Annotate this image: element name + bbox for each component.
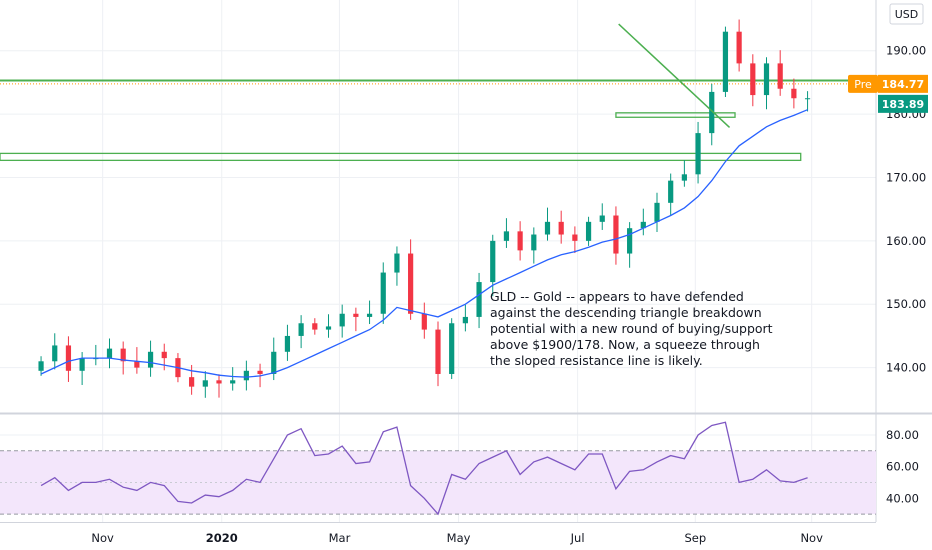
- candle-body: [408, 253, 414, 314]
- candle-body: [134, 361, 140, 368]
- candle-body: [449, 323, 455, 374]
- premarket-badge-label: Pre: [854, 78, 872, 91]
- candle-body: [339, 313, 345, 327]
- time-tick-label: Nov: [91, 531, 114, 545]
- candle-body: [243, 370, 249, 381]
- support-zone-box: [615, 112, 736, 118]
- candle-body: [394, 253, 400, 273]
- candle-body: [490, 240, 496, 283]
- candle-body: [298, 323, 304, 336]
- candle-body: [668, 180, 674, 203]
- candle-body: [106, 348, 113, 359]
- annotation-line: GLD -- Gold -- appears to have defended: [490, 289, 744, 304]
- candle-body: [353, 313, 359, 317]
- candle-body: [79, 358, 85, 371]
- candle-body: [366, 313, 373, 317]
- candle-body: [763, 63, 770, 96]
- candle-body: [503, 231, 510, 241]
- candle-body: [804, 98, 811, 100]
- rsi-line: [40, 421, 808, 516]
- candle-body: [517, 231, 523, 251]
- candle-body: [52, 345, 58, 362]
- annotation-line: against the descending triangle breakdow…: [490, 305, 762, 320]
- candle-body: [325, 326, 332, 330]
- price-tick-label: 160.00: [886, 234, 926, 248]
- candle-body: [791, 88, 797, 99]
- rsi-tick-label: 60.00: [886, 460, 919, 474]
- candle-body: [284, 335, 291, 352]
- rsi-tick-label: 40.00: [886, 491, 919, 505]
- price-tick-label: 140.00: [886, 361, 926, 375]
- candle-body: [627, 228, 633, 254]
- last-price-label: 183.89: [882, 98, 924, 111]
- candle-body: [476, 282, 482, 317]
- candle-body: [736, 31, 742, 64]
- time-tick-label: 2020: [206, 531, 238, 545]
- candle-body: [640, 221, 646, 229]
- premarket-price-tag: [878, 74, 928, 93]
- candle-body: [654, 202, 660, 222]
- candle-body: [435, 329, 441, 374]
- currency-badge-label: USD: [895, 8, 919, 21]
- candle-body: [230, 380, 236, 384]
- candle-body: [271, 351, 277, 374]
- candle-body: [312, 323, 318, 330]
- candle-body: [38, 361, 44, 371]
- price-tick-label: 150.00: [886, 297, 926, 311]
- premarket-badge: [848, 74, 878, 93]
- candle-body: [216, 380, 222, 384]
- candle-body: [695, 133, 701, 175]
- candle-body: [462, 316, 468, 324]
- time-tick-label: May: [447, 531, 471, 545]
- price-tick-label: 170.00: [886, 170, 926, 184]
- annotation-line: potential with a new round of buying/sup…: [490, 321, 773, 336]
- time-tick-label: Mar: [329, 531, 351, 545]
- candle-body: [777, 63, 783, 89]
- candle-body: [161, 351, 167, 359]
- candle-body: [709, 91, 715, 134]
- candle-body: [585, 221, 592, 241]
- currency-badge: [889, 3, 924, 25]
- lower-zone-box: [0, 152, 802, 162]
- descending-trendline: [618, 23, 731, 128]
- chart-annotation: GLD -- Gold -- appears to have defended …: [490, 289, 790, 369]
- price-tick-label: 190.00: [886, 44, 926, 58]
- candle-body: [613, 215, 619, 254]
- candle-body: [257, 370, 263, 374]
- time-tick-label: Jul: [570, 531, 585, 545]
- candle-body: [189, 377, 195, 387]
- candle-body: [722, 31, 729, 92]
- moving-average-line: [40, 109, 808, 378]
- time-tick-label: Nov: [800, 531, 823, 545]
- rsi-tick-label: 80.00: [886, 428, 919, 442]
- candle-body: [681, 174, 687, 181]
- last-price-tag: [878, 94, 928, 113]
- annotation-line: above $1900/178. Now, a squeeze through: [490, 337, 760, 352]
- candle-body: [572, 234, 578, 241]
- candle-body: [65, 345, 72, 371]
- candle-body: [531, 234, 537, 251]
- candle-body: [599, 215, 605, 222]
- premarket-price-label: 184.77: [882, 78, 924, 91]
- candle-body: [120, 348, 126, 362]
- candle-body: [558, 221, 564, 235]
- annotation-line: the sloped resistance line is likely.: [490, 353, 703, 368]
- candle-body: [147, 351, 154, 368]
- candle-body: [202, 380, 208, 387]
- candle-body: [750, 63, 756, 96]
- candle-body: [380, 272, 386, 314]
- time-tick-label: Sep: [684, 531, 706, 545]
- candle-body: [421, 313, 427, 330]
- candle-body: [544, 221, 551, 235]
